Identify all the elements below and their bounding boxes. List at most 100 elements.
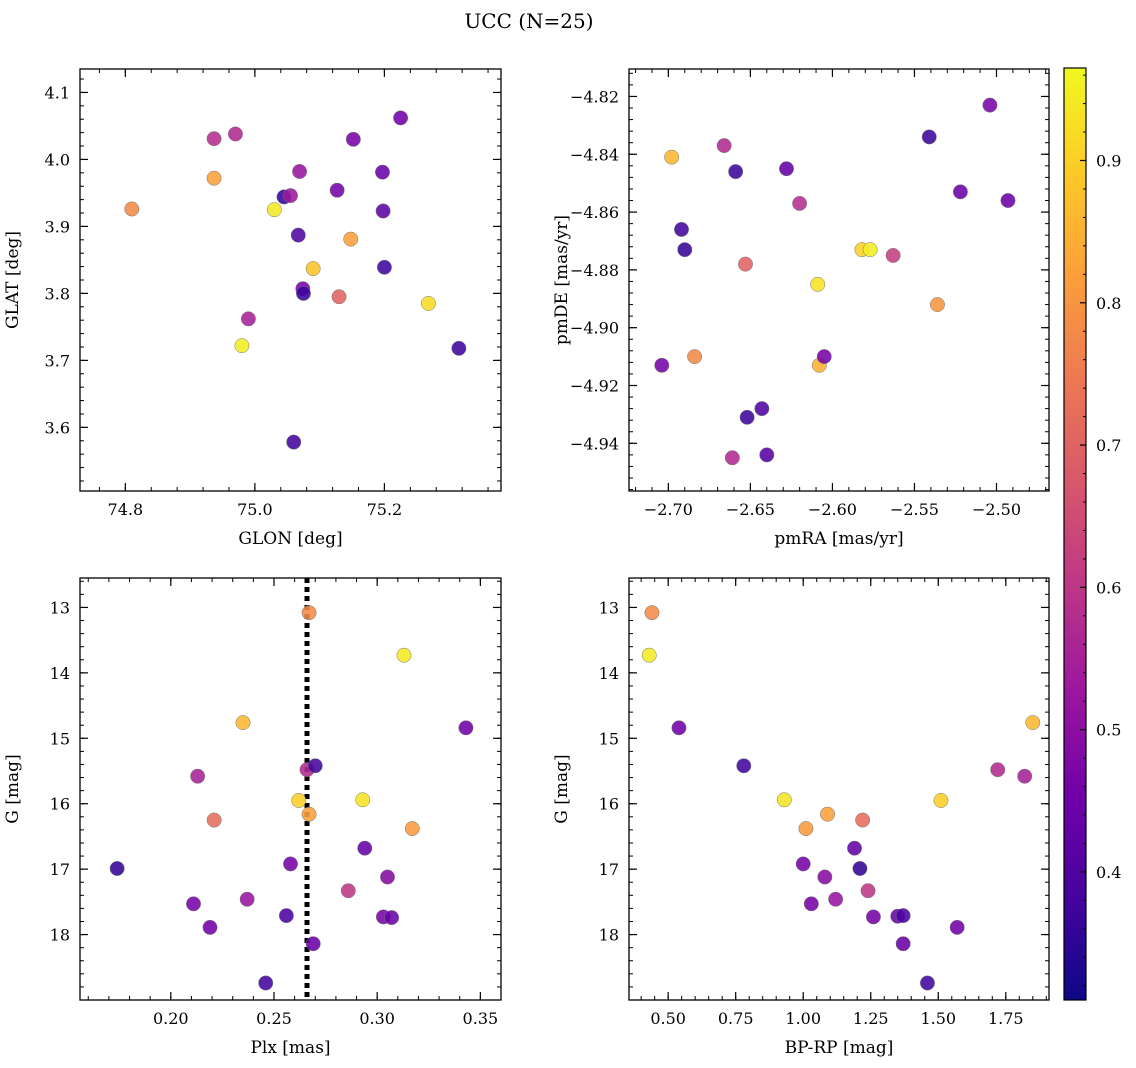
x-tick-label: 1.75	[988, 1009, 1024, 1028]
y-axis-label: G [mag]	[3, 754, 23, 823]
data-point	[301, 806, 317, 822]
colorbar-tick-label: 0.7	[1096, 436, 1121, 455]
data-point	[240, 311, 256, 327]
panel-3: 0.20 0.25 0.30 0.35 13 14 15 16 17 18 Plx [mas] G […	[3, 577, 502, 1058]
y-tick-label: −4.84	[570, 145, 619, 164]
data-point	[291, 792, 307, 808]
scatter-points	[109, 605, 474, 991]
y-axis-label: pmDE [mas/yr]	[552, 215, 572, 345]
data-point	[307, 758, 323, 774]
data-point	[266, 202, 282, 218]
data-point	[239, 891, 255, 907]
data-point	[671, 720, 687, 736]
y-tick-label: 17	[50, 860, 70, 879]
y-tick-label: 4.0	[45, 150, 70, 169]
data-point	[357, 840, 373, 856]
data-point	[664, 149, 680, 165]
data-point	[290, 227, 306, 243]
data-point	[384, 910, 400, 926]
axes-frame	[79, 577, 502, 1001]
y-tick-label: 17	[599, 860, 619, 879]
y-tick-label: 14	[599, 664, 619, 683]
data-point	[206, 812, 222, 828]
y-tick-label: 18	[50, 926, 70, 945]
data-point	[292, 164, 308, 179]
y-tick-label: 4.1	[45, 83, 70, 102]
x-tick-label: −2.55	[890, 500, 939, 519]
data-point	[355, 792, 371, 808]
data-point	[451, 340, 467, 356]
data-point	[644, 605, 660, 621]
data-point	[885, 247, 901, 263]
axes-frame	[628, 68, 1050, 492]
data-point	[776, 792, 792, 808]
x-tick-label: 0.20	[153, 1009, 189, 1028]
data-point	[641, 647, 657, 663]
y-tick-label: 3.6	[45, 418, 70, 437]
data-point	[286, 434, 302, 450]
x-axis-label: GLON [deg]	[238, 529, 342, 549]
data-point	[728, 164, 744, 180]
x-tick-label: 74.8	[108, 500, 144, 519]
data-point	[234, 338, 250, 354]
data-point	[404, 821, 420, 837]
data-point	[754, 401, 770, 417]
data-point	[855, 812, 871, 828]
x-tick-label: 0.35	[463, 1009, 499, 1028]
data-point	[920, 975, 935, 991]
colorbar-frame	[1063, 67, 1087, 1001]
y-tick-label: 14	[50, 664, 70, 683]
data-point	[393, 110, 409, 126]
data-point	[828, 891, 844, 907]
panel-1: 74.8 75.0 75.2 3.6 3.7 3.8 3.9 4.0 4.1 GLON [deg]…	[3, 68, 502, 549]
x-tick-label: −2.70	[644, 500, 693, 519]
data-point	[759, 447, 775, 463]
data-point	[421, 295, 436, 311]
x-axis-label: pmRA [mas/yr]	[774, 529, 903, 549]
data-point	[739, 409, 755, 425]
data-point	[206, 131, 222, 147]
data-point	[738, 256, 753, 272]
y-tick-label: −4.88	[570, 261, 619, 280]
colorbar-gradient	[1064, 68, 1086, 1000]
data-point	[952, 184, 968, 200]
data-point	[227, 126, 243, 142]
data-point	[795, 856, 811, 872]
data-point	[235, 715, 251, 731]
figure-title: UCC (N=25)	[464, 9, 593, 33]
data-point	[798, 821, 814, 837]
data-point	[376, 259, 392, 275]
colorbar: 0.4 0.5 0.6 0.7 0.8 0.9	[1063, 67, 1121, 1001]
data-point	[124, 201, 140, 217]
data-point	[852, 861, 868, 876]
data-point	[990, 762, 1006, 778]
data-point	[109, 861, 125, 876]
data-point	[677, 242, 693, 258]
data-point	[921, 129, 937, 145]
scatter-points	[124, 110, 467, 450]
data-point	[258, 975, 274, 991]
y-tick-label: 3.8	[45, 284, 70, 303]
x-tick-label: 75.2	[367, 500, 403, 519]
y-tick-label: 15	[50, 729, 70, 748]
data-point	[865, 909, 881, 925]
y-tick-label: 16	[599, 795, 619, 814]
data-point	[206, 170, 222, 186]
data-point	[982, 97, 998, 113]
y-tick-label: −4.92	[570, 377, 619, 396]
y-axis-label: GLAT [deg]	[3, 231, 23, 329]
data-point	[283, 188, 298, 204]
scatter-points	[654, 97, 1016, 466]
data-point	[186, 896, 201, 912]
x-tick-label: −2.60	[808, 500, 857, 519]
y-tick-label: 3.7	[45, 351, 70, 370]
axes-frame	[628, 577, 1050, 1001]
colorbar-tick-label: 0.5	[1096, 721, 1121, 740]
data-point	[343, 231, 359, 247]
data-point	[375, 203, 391, 219]
x-tick-label: −2.50	[972, 500, 1021, 519]
data-point	[687, 349, 703, 365]
data-point	[779, 161, 794, 177]
data-point	[331, 289, 347, 305]
